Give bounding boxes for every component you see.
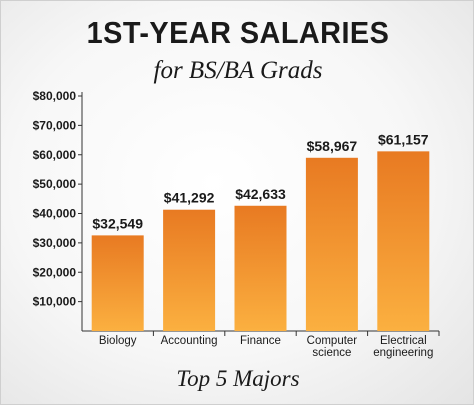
y-tick-label: $60,000 xyxy=(33,148,77,162)
y-tick-label: $30,000 xyxy=(33,236,77,250)
y-tick-label: $10,000 xyxy=(33,295,77,309)
x-tick-label: science xyxy=(312,347,351,359)
x-axis-title: Top 5 Majors xyxy=(176,366,300,391)
bar xyxy=(377,151,430,331)
labels: $32,549 Biology $41,292 Accounting $42,633 Fi… xyxy=(92,131,433,359)
y-tick-label: $70,000 xyxy=(33,118,77,132)
data-label: $61,157 xyxy=(378,131,429,147)
x-tick-label: Biology xyxy=(99,335,137,347)
chart-title: 1ST-YEAR SALARIES xyxy=(86,15,390,50)
bar xyxy=(305,157,358,331)
data-label: $32,549 xyxy=(92,215,143,231)
bars xyxy=(91,151,430,331)
y-tick-label: $20,000 xyxy=(33,265,77,279)
data-label: $41,292 xyxy=(164,190,215,206)
x-tick-label: Electrical xyxy=(380,335,427,347)
bar xyxy=(234,205,287,331)
data-label: $58,967 xyxy=(307,138,358,154)
x-tick-label: Computer xyxy=(307,335,358,347)
y-tick-label: $50,000 xyxy=(33,177,77,191)
axes: $10,000 $20,000 $30,000 $40,000 $50,000 $60,0… xyxy=(33,89,440,336)
chart-subtitle: for BS/BA Grads xyxy=(153,57,323,84)
x-tick-label: Accounting xyxy=(161,335,218,347)
x-tick-label: Finance xyxy=(240,335,281,347)
bar xyxy=(163,209,216,331)
x-tick-label: engineering xyxy=(373,347,433,359)
data-label: $42,633 xyxy=(235,186,286,202)
y-tick-label: $80,000 xyxy=(33,89,77,103)
y-tick-label: $40,000 xyxy=(33,207,77,221)
bar xyxy=(91,235,144,331)
